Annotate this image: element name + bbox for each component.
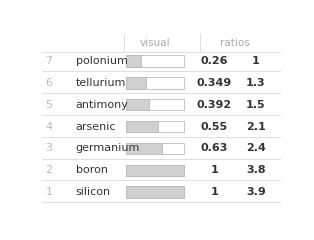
Bar (126, 121, 158, 132)
Text: 2: 2 (46, 165, 52, 175)
Text: silicon: silicon (76, 187, 111, 197)
Text: germanium: germanium (76, 143, 140, 153)
Text: 7: 7 (46, 56, 52, 66)
Text: 4: 4 (46, 121, 52, 132)
Text: antimony: antimony (76, 100, 129, 110)
Text: 6: 6 (46, 78, 52, 88)
Bar (126, 55, 141, 67)
Text: 3.8: 3.8 (246, 165, 266, 175)
Bar (126, 143, 162, 154)
Text: arsenic: arsenic (76, 121, 116, 132)
Text: 5: 5 (46, 100, 52, 110)
Text: 1: 1 (46, 187, 52, 197)
Bar (126, 77, 184, 89)
Bar (126, 77, 146, 89)
Text: tellurium: tellurium (76, 78, 126, 88)
Text: 1: 1 (252, 56, 260, 66)
Text: polonium: polonium (76, 56, 127, 66)
Text: visual: visual (139, 38, 170, 48)
Text: 0.55: 0.55 (201, 121, 228, 132)
Text: boron: boron (76, 165, 108, 175)
Bar (126, 186, 184, 198)
Bar (126, 164, 184, 176)
Bar (126, 164, 184, 176)
Text: 1.3: 1.3 (246, 78, 266, 88)
Text: 0.63: 0.63 (201, 143, 228, 153)
Bar (126, 99, 149, 110)
Text: 0.392: 0.392 (197, 100, 232, 110)
Text: ratios: ratios (220, 38, 250, 48)
Bar (126, 121, 184, 132)
Text: 0.26: 0.26 (201, 56, 228, 66)
Bar (126, 186, 184, 198)
Text: 2.4: 2.4 (246, 143, 266, 153)
Text: 3: 3 (46, 143, 52, 153)
Text: 2.1: 2.1 (246, 121, 266, 132)
Text: 0.349: 0.349 (197, 78, 232, 88)
Text: 3.9: 3.9 (246, 187, 266, 197)
Bar (126, 55, 184, 67)
Text: 1: 1 (211, 187, 218, 197)
Bar (126, 143, 184, 154)
Text: 1: 1 (211, 165, 218, 175)
Bar (126, 99, 184, 110)
Text: 1.5: 1.5 (246, 100, 266, 110)
